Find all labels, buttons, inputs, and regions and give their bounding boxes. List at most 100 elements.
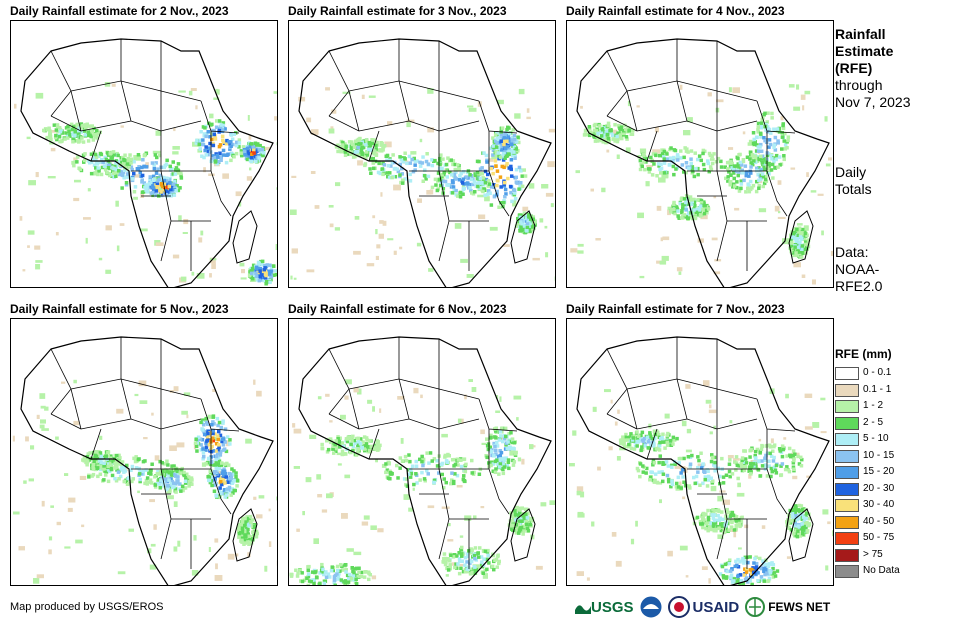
rain-cell (398, 466, 402, 470)
rain-cell (140, 228, 148, 232)
rain-cell (235, 191, 242, 197)
rain-cell (729, 173, 733, 177)
rain-cell (246, 527, 250, 532)
rain-cell (256, 260, 261, 265)
rain-cell (230, 489, 234, 493)
rain-cell (343, 153, 348, 157)
rain-cell (399, 158, 404, 162)
rain-cell (338, 569, 342, 573)
rain-cell (67, 507, 73, 512)
rain-cell (668, 439, 672, 443)
rain-cell (800, 247, 804, 251)
rain-cell (475, 170, 480, 175)
rain-cell (216, 434, 220, 438)
rain-cell (372, 149, 377, 153)
rain-cell (244, 535, 248, 539)
rain-cell (774, 157, 778, 162)
rain-cell (220, 461, 224, 465)
rain-cell (379, 220, 384, 224)
rain-cell (108, 469, 112, 473)
rain-cell (696, 166, 700, 171)
rain-cell (326, 493, 333, 499)
rain-cell (73, 130, 77, 134)
rain-cell (344, 568, 348, 572)
rain-cell (104, 473, 108, 477)
rain-cell (510, 148, 514, 152)
rain-cell (100, 165, 105, 170)
rain-cell (83, 133, 88, 137)
rain-cell (362, 155, 367, 159)
rain-cell (209, 460, 214, 465)
rain-cell (138, 170, 142, 175)
country-border (766, 170, 788, 217)
rain-cell (799, 516, 804, 520)
rain-cell (825, 565, 829, 571)
rain-cell (689, 157, 693, 161)
rain-cell (469, 559, 474, 564)
rain-cell (450, 471, 454, 475)
rain-cell (602, 130, 606, 134)
rain-cell (339, 149, 344, 154)
rain-cell (463, 469, 468, 474)
rain-cell (493, 139, 498, 143)
rain-cell (706, 478, 711, 482)
rain-cell (595, 134, 599, 138)
rain-cell (237, 523, 241, 527)
rain-cell (801, 507, 805, 512)
rain-cell (682, 456, 686, 461)
rain-cell (758, 451, 762, 455)
rain-cell (343, 142, 347, 146)
rain-cell (756, 468, 761, 472)
rain-cell (645, 181, 650, 187)
rain-cell (79, 122, 84, 126)
rain-cell (782, 139, 786, 143)
rain-cell (220, 482, 224, 487)
rain-cell (509, 158, 514, 162)
rain-cell (88, 451, 92, 455)
rain-cell (478, 214, 486, 220)
rain-cell (247, 115, 250, 121)
rain-cell (480, 429, 485, 435)
rain-cell (258, 495, 265, 499)
rain-cell (231, 491, 235, 495)
rain-cell (824, 116, 828, 122)
rain-cell (104, 454, 108, 458)
rain-cell (748, 578, 752, 583)
rain-cell (665, 157, 670, 161)
rain-cell (676, 214, 680, 218)
rain-cell (159, 183, 163, 187)
rain-cell (666, 477, 671, 482)
rain-cell (387, 121, 393, 126)
rain-cell (330, 126, 334, 131)
rain-cell (23, 480, 27, 484)
rain-cell (503, 465, 507, 469)
rain-cell (755, 166, 759, 170)
rain-cell (756, 128, 760, 132)
rain-cell (637, 439, 641, 443)
rain-cell (103, 469, 107, 473)
rain-cell (763, 463, 768, 467)
rain-cell (606, 133, 610, 137)
rain-cell (502, 165, 506, 170)
rain-cell (366, 147, 371, 152)
rain-cell (736, 476, 740, 481)
rain-cell (454, 170, 458, 174)
rain-cell (458, 174, 462, 178)
rain-cell (211, 449, 216, 453)
rain-cell (331, 109, 337, 114)
rain-cell (386, 476, 391, 480)
rain-cell (661, 479, 665, 484)
rain-cell (125, 175, 129, 179)
rain-cell (743, 567, 747, 571)
rain-cell (206, 475, 210, 479)
rain-cell (460, 258, 468, 263)
rain-cell (528, 222, 532, 226)
rain-cell (240, 524, 244, 529)
rain-cell (337, 463, 342, 466)
rain-cell (506, 440, 510, 444)
rain-cell (102, 478, 106, 482)
rain-cell (135, 167, 140, 171)
rain-cell (87, 124, 91, 128)
rain-cell (455, 554, 459, 558)
rain-cell (123, 158, 127, 163)
